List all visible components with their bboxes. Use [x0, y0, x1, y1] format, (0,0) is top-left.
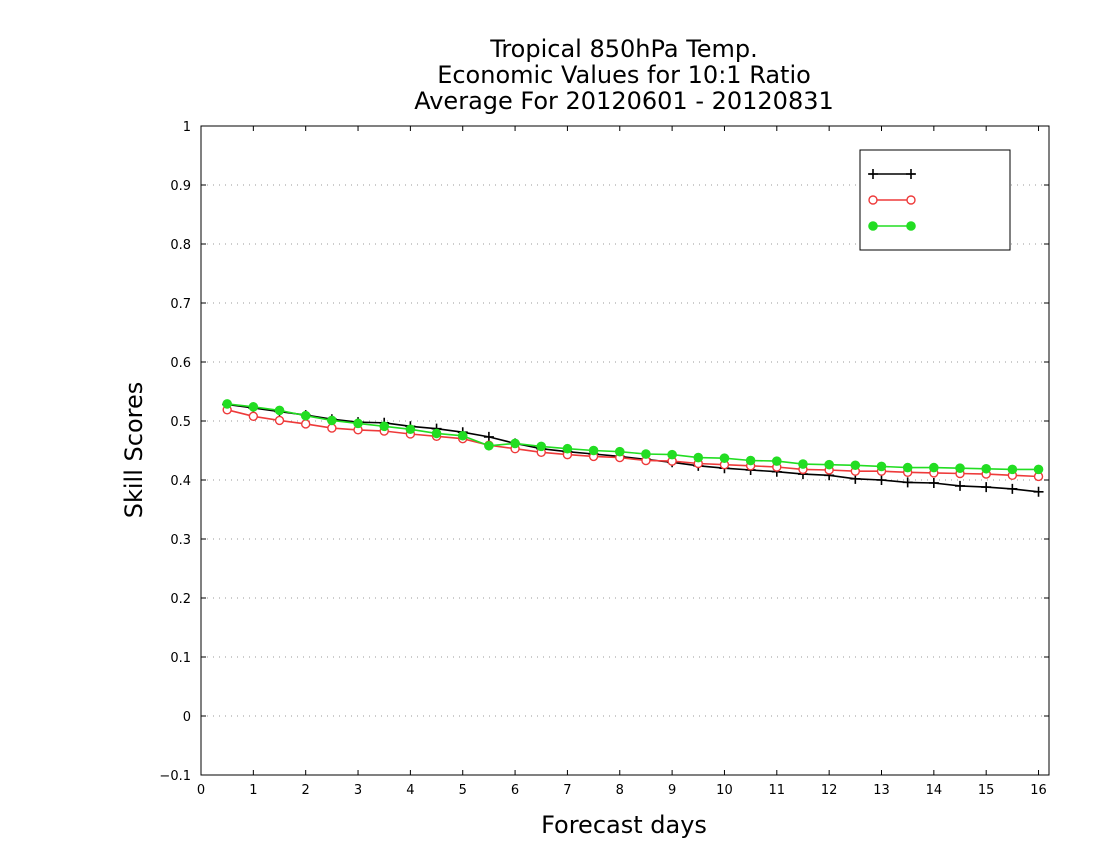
series-3-point: [353, 418, 363, 429]
x-tick-label: 1: [249, 783, 257, 798]
series-1: [222, 399, 1044, 497]
x-tick-label: 8: [616, 783, 624, 798]
series-3-point: [588, 445, 599, 456]
title-line-3: Average For 20120601 - 20120831: [414, 87, 834, 115]
series-2-point: [300, 419, 311, 429]
series-1-point: [955, 480, 966, 491]
legend-swatch-marker: [906, 195, 916, 205]
series-3-point: [222, 399, 232, 409]
series-2-line: [227, 409, 1039, 478]
series-1-point: [876, 475, 887, 485]
y-tick-label: 0.9: [170, 179, 191, 194]
series-1-point: [902, 477, 913, 488]
series-3-point: [876, 461, 887, 472]
y-tick-label: 1: [183, 120, 191, 135]
x-tick-label: 6: [511, 783, 519, 798]
y-tick-label: 0.2: [170, 592, 191, 607]
series-3-point: [745, 455, 756, 466]
series-3-point: [1007, 464, 1018, 475]
x-axis-label: Forecast days: [541, 811, 707, 839]
series-1-point: [1007, 483, 1018, 494]
x-tick-label: 9: [668, 783, 676, 798]
series-3-point: [405, 424, 416, 435]
series-1-point: [1033, 486, 1044, 497]
series-3-point: [431, 428, 442, 439]
series-3-point: [955, 463, 965, 474]
x-tick-label: 0: [197, 783, 205, 798]
y-tick-label: 0.3: [170, 533, 191, 548]
x-tick-label: 11: [769, 783, 786, 798]
y-tick-label: 0.4: [170, 474, 191, 489]
series-3-point: [902, 462, 913, 473]
y-tick-label: 0.8: [170, 238, 191, 253]
x-tick-label: 7: [563, 783, 571, 798]
y-tick-label: 0: [183, 710, 191, 725]
series-3-point: [536, 441, 547, 452]
x-tick-label: 5: [459, 783, 467, 798]
x-tick-label: 13: [873, 783, 890, 798]
series-3-point: [719, 453, 730, 463]
series-3-point: [457, 430, 468, 441]
series-3-point: [1033, 464, 1044, 475]
series-3-point: [850, 460, 861, 471]
x-tick-label: 12: [821, 783, 838, 798]
series-3-point: [274, 405, 285, 416]
series-2-point: [274, 415, 285, 426]
x-tick-label: 14: [926, 783, 943, 798]
series-3-point: [693, 452, 704, 463]
series-3-point: [510, 438, 520, 449]
series-3-point: [798, 459, 808, 469]
series-3-point: [379, 421, 390, 432]
x-tick-label: 4: [406, 783, 414, 798]
series-3-point: [929, 462, 939, 473]
series-1-line: [227, 403, 1039, 493]
series-3-point: [327, 415, 337, 426]
series-3-point: [484, 440, 494, 451]
title-line-1: Tropical 850hPa Temp.: [489, 35, 758, 63]
gridlines: [201, 184, 1049, 717]
y-axis-ticks: −0.1 0 0.1 0.2 0.3 0.4 0.5 0.6 0.7 0.8 0.9 1: [159, 120, 1049, 784]
series-2-point: [248, 411, 259, 421]
series-3-point: [824, 459, 834, 470]
series-3-point: [981, 463, 991, 474]
plot-frame: [200, 125, 1050, 776]
series-1-point: [981, 482, 992, 493]
series-3-point: [667, 449, 677, 460]
y-tick-label: −0.1: [159, 769, 191, 784]
series-3-point: [641, 449, 651, 459]
title-line-2: Economic Values for 10:1 Ratio: [437, 61, 811, 89]
y-tick-label: 0.7: [170, 297, 191, 312]
legend-swatch-marker: [906, 221, 916, 231]
series-3-point: [300, 410, 311, 421]
x-tick-label: 16: [1030, 783, 1047, 798]
series-2: [222, 405, 1044, 482]
x-tick-label: 3: [354, 783, 362, 798]
x-axis-ticks: 0 1 2 3 4 5 6 7 8 9 10 11 12 13 14 15 16: [197, 126, 1047, 798]
series-3-point: [248, 402, 259, 412]
series-1-point: [483, 431, 494, 442]
legend-swatch-marker: [868, 169, 878, 179]
x-tick-label: 10: [716, 783, 733, 798]
y-axis-label: Skill Scores: [120, 382, 148, 519]
legend-swatch-marker: [868, 195, 878, 205]
series-3: [222, 399, 1044, 475]
series-3-point: [562, 443, 573, 454]
series-2-point: [327, 423, 337, 433]
y-tick-label: 0.5: [170, 415, 191, 430]
x-tick-label: 2: [302, 783, 310, 798]
y-tick-label: 0.1: [170, 651, 191, 666]
y-tick-label: 0.6: [170, 356, 191, 371]
legend: [859, 149, 1011, 251]
chart-title: Tropical 850hPa Temp. Economic Values fo…: [414, 35, 834, 115]
series-3-point: [772, 456, 782, 466]
legend-swatch-marker: [868, 221, 878, 231]
series-3-point: [614, 446, 625, 457]
series-1-point: [928, 477, 939, 488]
legend-swatch-marker: [906, 169, 916, 179]
series-layer: [222, 399, 1044, 497]
x-tick-label: 15: [978, 783, 995, 798]
